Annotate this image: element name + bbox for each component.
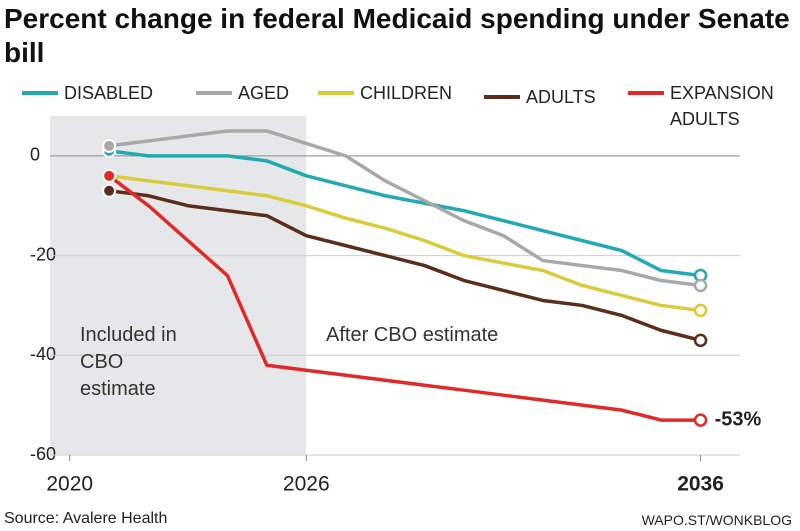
annotation: After CBO estimate: [326, 324, 499, 346]
end-point: [693, 303, 708, 318]
credit: WAPO.ST/WONKBLOG: [641, 512, 792, 528]
x-tick-label: 2026: [283, 473, 330, 496]
legend-label: AGED: [238, 83, 290, 103]
x-tick-label: 2036: [677, 473, 724, 496]
legend-label: CHILDREN: [360, 83, 453, 103]
series-line: [108, 129, 701, 288]
source: Source: Avalere Health: [4, 510, 168, 527]
end-point: [693, 278, 708, 293]
y-tick-label: -60: [30, 444, 56, 464]
series-line: [108, 149, 701, 278]
series-line: [108, 174, 701, 422]
legend-label: ADULTS: [526, 87, 596, 107]
start-point: [102, 168, 117, 183]
series-line: [108, 174, 701, 313]
legend-label: DISABLED: [64, 83, 154, 103]
annotation: Included in CBO estimate: [80, 324, 177, 400]
y-tick-label: 0: [30, 145, 40, 165]
legend-label: EXPANSION ADULTS: [670, 83, 774, 129]
x-tick-label: 2020: [46, 473, 93, 496]
end-point: [693, 413, 708, 427]
series-line: [108, 189, 702, 343]
data-label: -53%: [715, 408, 762, 430]
chart-title: Percent change in federal Medicaid spend…: [4, 3, 790, 68]
start-point: [102, 183, 117, 198]
start-point: [102, 138, 117, 153]
shaded-region: [50, 116, 307, 455]
y-tick-label: -40: [30, 344, 56, 364]
y-tick-label: -20: [30, 244, 56, 264]
end-point: [693, 333, 708, 348]
